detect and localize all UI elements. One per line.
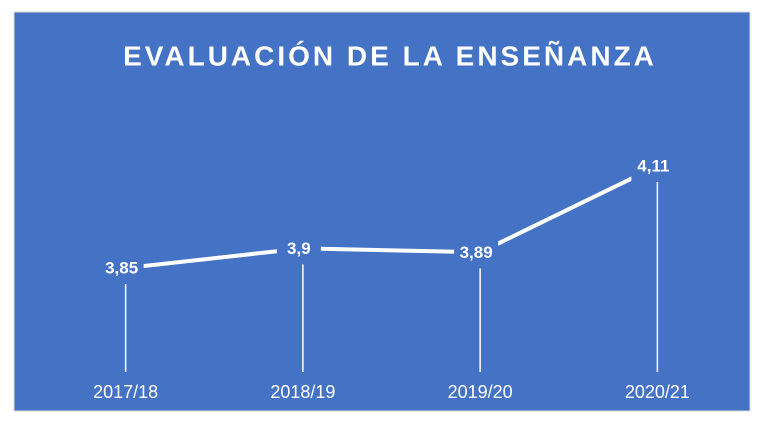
label-background	[631, 150, 676, 182]
label-background	[99, 252, 144, 284]
x-tick-label: 2017/18	[93, 382, 158, 402]
x-tick-label: 2019/20	[448, 382, 513, 402]
label-background	[276, 232, 321, 265]
data-label: 3,85	[105, 258, 138, 277]
chart-background	[13, 11, 751, 412]
data-label: 3,9	[287, 239, 311, 258]
x-tick-label: 2018/19	[270, 382, 335, 402]
chart-title: EVALUACIÓN DE LA ENSEÑANZA	[123, 40, 657, 71]
data-line	[125, 164, 659, 270]
data-label: 4,11	[637, 156, 669, 175]
x-tick-label: 2020/21	[625, 382, 690, 402]
label-background	[454, 236, 499, 269]
data-label: 3,89	[460, 243, 493, 262]
